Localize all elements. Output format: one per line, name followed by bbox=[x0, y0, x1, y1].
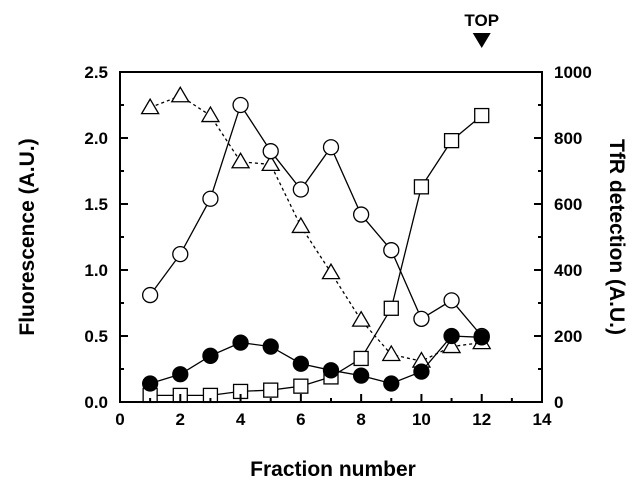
top-label: TOP bbox=[464, 11, 499, 30]
series-line bbox=[150, 115, 483, 397]
data-point bbox=[322, 362, 340, 379]
data-point bbox=[443, 292, 460, 309]
y-right-tick-label: 0 bbox=[554, 393, 563, 412]
y-left-tick-label: 2.5 bbox=[84, 63, 108, 82]
x-tick-label: 4 bbox=[236, 410, 246, 429]
series-line bbox=[149, 103, 483, 337]
data-point bbox=[322, 139, 340, 156]
data-point bbox=[383, 375, 400, 392]
data-point bbox=[413, 363, 430, 380]
data-point bbox=[202, 190, 219, 207]
x-tick-label: 6 bbox=[296, 410, 305, 429]
data-point bbox=[351, 310, 371, 327]
y-left-tick-label: 0.0 bbox=[84, 393, 108, 412]
data-point bbox=[140, 97, 160, 115]
top-arrow-icon bbox=[472, 33, 491, 48]
data-point bbox=[353, 350, 369, 367]
data-point bbox=[352, 206, 370, 223]
data-point bbox=[232, 96, 249, 114]
data-point bbox=[352, 367, 370, 384]
data-point bbox=[172, 246, 189, 263]
data-point bbox=[261, 154, 281, 172]
y-left-tick-label: 2.0 bbox=[84, 129, 108, 148]
y-right-tick-label: 200 bbox=[554, 327, 582, 346]
data-point bbox=[293, 378, 309, 394]
data-point bbox=[473, 329, 490, 346]
x-tick-label: 8 bbox=[356, 410, 365, 429]
data-point bbox=[263, 382, 279, 398]
data-point bbox=[443, 327, 460, 345]
series-line bbox=[149, 335, 482, 385]
series-open-square bbox=[142, 107, 490, 404]
data-point bbox=[291, 216, 311, 234]
data-point bbox=[172, 366, 189, 383]
data-point bbox=[200, 105, 221, 123]
data-point bbox=[141, 286, 159, 304]
y-right-tick-label: 400 bbox=[554, 261, 582, 280]
data-point bbox=[413, 179, 430, 195]
y-left-tick-label: 1.5 bbox=[84, 195, 108, 214]
top-annotation: TOP bbox=[464, 11, 499, 48]
data-point bbox=[141, 375, 159, 392]
series-open-circle bbox=[141, 96, 490, 345]
series-layer bbox=[140, 85, 492, 404]
y-left-tick-label: 1.0 bbox=[84, 261, 108, 280]
data-point bbox=[321, 262, 341, 280]
y-left-axis-title: Fluorescence (A.U.) bbox=[16, 138, 39, 335]
data-point bbox=[413, 310, 430, 327]
data-point bbox=[230, 151, 251, 169]
data-point bbox=[292, 181, 310, 198]
series-line bbox=[149, 95, 482, 362]
data-point bbox=[381, 344, 401, 362]
data-point bbox=[292, 355, 310, 372]
x-tick-label: 14 bbox=[533, 410, 552, 429]
data-point bbox=[170, 85, 190, 103]
y-right-axis-title: TfR detection (A.U.) bbox=[605, 139, 628, 335]
data-point bbox=[262, 143, 279, 160]
data-point bbox=[383, 242, 400, 259]
data-point bbox=[232, 334, 249, 351]
ticks-layer: 0 2 4 6 8 10 12 14 0.0 0.5 1.0 1.5 2.0 2.5 0 200 400 600 8… bbox=[84, 63, 591, 429]
data-point bbox=[474, 107, 490, 124]
y-right-tick-label: 800 bbox=[554, 129, 582, 148]
data-point bbox=[383, 300, 399, 316]
x-tick-label: 10 bbox=[412, 410, 431, 429]
y-right-tick-label: 600 bbox=[554, 195, 582, 214]
data-point bbox=[262, 338, 279, 355]
y-left-tick-label: 0.5 bbox=[84, 327, 108, 346]
series-filled-circle bbox=[141, 327, 490, 392]
x-axis-title: Fraction number bbox=[250, 458, 416, 481]
data-point bbox=[443, 132, 460, 149]
y-right-tick-label: 1000 bbox=[554, 63, 592, 82]
data-point bbox=[202, 347, 219, 364]
x-tick-label: 0 bbox=[115, 410, 124, 429]
series-open-triangle bbox=[140, 85, 492, 368]
x-tick-label: 12 bbox=[472, 410, 491, 429]
x-tick-label: 2 bbox=[176, 410, 185, 429]
data-point bbox=[441, 336, 462, 354]
